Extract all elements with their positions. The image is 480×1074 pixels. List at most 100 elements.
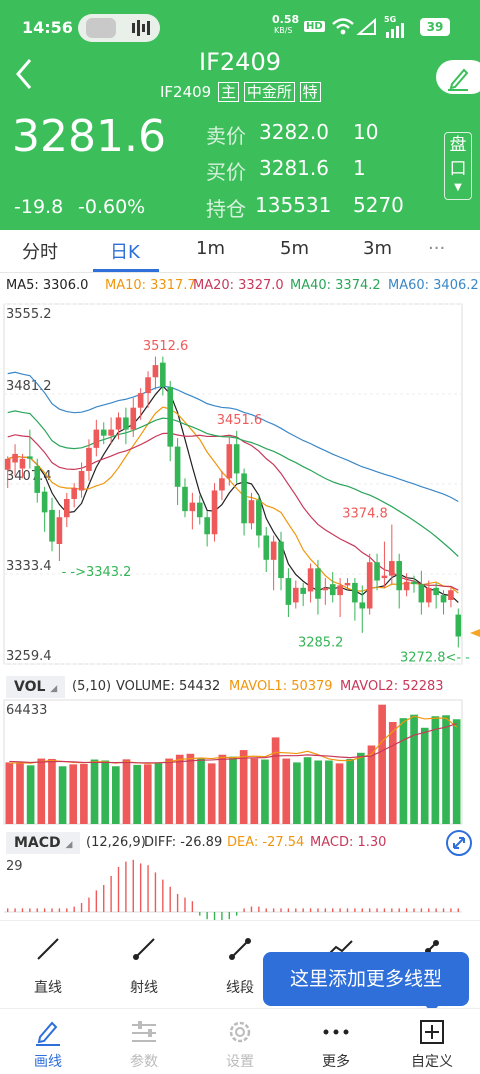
candle-body	[433, 587, 439, 596]
ma40-value: MA40: 3374.2	[290, 278, 381, 293]
candle-body	[307, 568, 314, 592]
bottom-nav: 画线 参数 设置 更多 自定义	[0, 1008, 480, 1074]
nav-draw[interactable]: 画线	[0, 1009, 96, 1074]
candle-body	[256, 500, 262, 536]
bid-price: 3281.6	[259, 156, 329, 180]
back-icon[interactable]	[10, 56, 40, 92]
status-time: 14:56	[22, 18, 73, 37]
volume-bar	[16, 763, 24, 824]
vol-mavol1: MAVOL1: 50379	[229, 679, 333, 694]
ask-price: 3282.0	[259, 120, 329, 144]
oi-change: 5270	[353, 193, 404, 217]
candle-body	[226, 444, 233, 479]
volume-chart[interactable]: 64433	[0, 698, 480, 828]
more-lines-tooltip[interactable]: 这里添加更多线型	[263, 952, 469, 1006]
volume-bar	[58, 766, 67, 824]
volume-bar	[388, 722, 397, 824]
current-price-marker	[470, 628, 480, 637]
candle-body	[115, 417, 122, 430]
tab-5m[interactable]: 5m	[280, 238, 309, 259]
caret-down-icon: ▼	[454, 182, 462, 193]
candle-body	[359, 602, 366, 609]
nav-settings[interactable]: 设置	[192, 1009, 288, 1074]
candle-body	[189, 502, 196, 512]
expand-icon[interactable]	[445, 829, 473, 857]
candle-body	[219, 478, 225, 491]
volume-bar	[410, 714, 418, 824]
candle-body	[418, 584, 425, 603]
nav-custom-label: 自定义	[411, 1054, 453, 1070]
nav-more[interactable]: 更多	[288, 1009, 384, 1074]
status-hd-badge: HD	[304, 21, 325, 32]
macd-chart[interactable]: 29	[0, 854, 480, 920]
sliders-icon	[132, 1021, 156, 1042]
candle-body	[329, 584, 336, 596]
volume-bar	[399, 718, 408, 824]
macd-dea: DEA: -27.54	[227, 835, 305, 850]
macd-value: MACD: 1.30	[310, 835, 387, 850]
ma5-value: MA5: 3306.0	[6, 278, 89, 293]
volume-bar	[90, 759, 99, 824]
volume-bar	[367, 745, 376, 824]
draw-tool-button[interactable]	[436, 60, 480, 94]
tab-3m[interactable]: 3m	[363, 238, 392, 259]
nav-params[interactable]: 参数	[96, 1009, 192, 1074]
candle-body	[71, 488, 77, 499]
tab-daily-k[interactable]: 日K	[110, 242, 140, 263]
volume-bar	[293, 762, 301, 824]
nav-draw-label: 画线	[34, 1054, 62, 1070]
candle-body	[448, 590, 454, 600]
y-tick-label: 3259.4	[6, 649, 52, 664]
tool-line[interactable]: 直线	[0, 921, 96, 1009]
candle-body	[374, 562, 380, 581]
candle-body	[366, 562, 373, 609]
ma20-line	[7, 432, 459, 591]
vol-indicator-selector[interactable]: VOL ◢	[6, 676, 66, 698]
volume-bar	[80, 763, 88, 824]
line-icon	[37, 938, 59, 960]
gear-icon	[229, 1021, 251, 1043]
macd-indicator-selector[interactable]: MACD ◢	[6, 832, 81, 854]
sub-code: IF2409	[160, 83, 212, 101]
volume-bar	[229, 756, 237, 824]
ma40-line	[7, 410, 459, 557]
more-icon	[323, 1029, 349, 1035]
candle-body	[292, 587, 299, 603]
candlestick-chart[interactable]: 3555.2 3481.2 3407.4 3333.4 3259.4 3512.6 3451…	[0, 296, 480, 672]
pankou-label-2: 口	[449, 159, 467, 179]
tool-ray-label: 射线	[130, 980, 158, 996]
tab-more[interactable]: ···	[428, 238, 446, 259]
nav-settings-label: 设置	[226, 1054, 254, 1070]
candle-body	[100, 429, 107, 436]
tool-ray[interactable]: 射线	[96, 921, 192, 1009]
candle-body	[204, 517, 210, 535]
volume-bar	[325, 760, 333, 824]
volume-bar	[250, 758, 259, 824]
quote-header: 14:56 0.58 KB/S HD 5G 39 IF2409 IF2409 主…	[0, 0, 480, 230]
tool-segment[interactable]: 线段	[192, 921, 288, 1009]
volume-bar	[303, 757, 312, 824]
mavol2-line	[9, 722, 457, 764]
volume-bar	[335, 763, 344, 824]
candle-body	[182, 486, 188, 512]
nav-custom[interactable]: 自定义	[384, 1009, 480, 1074]
volume-bar	[431, 716, 440, 824]
candle-body	[344, 582, 351, 586]
candle-body	[63, 498, 70, 518]
price-annotation: 3272.8<- -	[400, 651, 470, 666]
candle-body	[233, 444, 240, 474]
pankou-button[interactable]: 盘 口 ▼	[444, 132, 472, 200]
vol-name: VOL	[14, 679, 46, 695]
tab-timeshare[interactable]: 分时	[22, 242, 58, 263]
volume-bar	[69, 764, 78, 824]
tab-1m[interactable]: 1m	[196, 238, 225, 259]
tool-segment-label: 线段	[226, 980, 254, 996]
candle-body	[352, 582, 358, 603]
candle-body	[315, 568, 321, 599]
candle-body	[130, 407, 137, 430]
volume-bar	[26, 765, 35, 824]
oi-label: 持仓	[206, 197, 246, 221]
ray-icon	[133, 938, 155, 960]
volume-bar	[271, 737, 280, 824]
candle-body	[137, 393, 144, 408]
